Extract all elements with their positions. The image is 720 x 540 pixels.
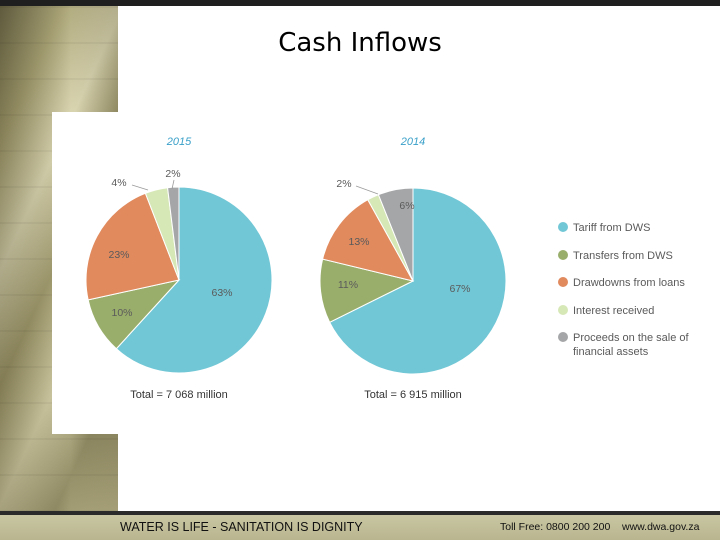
pie-slice-proceeds: [377, 187, 414, 282]
legend-item-proceeds: Proceeds on the sale of financial assets: [558, 332, 690, 358]
legend-swatch-tariff: [558, 222, 568, 232]
slice-label-interest: 4%: [111, 177, 126, 189]
legend-label: Transfers from DWS: [573, 250, 673, 262]
pie-chart-2015: 2015 63% 10% 23% 4% 2% Total = 7 068 million: [85, 136, 273, 401]
legend-swatch-transfers: [558, 250, 568, 260]
legend-label: financial assets: [573, 346, 649, 358]
slice-label-proceeds: 2%: [165, 168, 180, 180]
pie-year-label: 2015: [166, 136, 192, 148]
chart-legend: Tariff from DWS Transfers from DWS Drawdow…: [558, 222, 690, 358]
slice-label-interest: 2%: [336, 178, 351, 190]
legend-label: Interest received: [573, 305, 654, 317]
legend-swatch-drawdowns: [558, 277, 568, 287]
legend-swatch-proceeds: [558, 332, 568, 342]
slice-label-tariff: 67%: [449, 283, 470, 295]
slide-title: Cash Inflows: [278, 28, 442, 58]
footer-website-link[interactable]: www.dwa.gov.za: [622, 521, 700, 533]
leader-line: [171, 179, 175, 190]
legend-item-interest: Interest received: [558, 305, 654, 317]
top-frame-bar: [0, 0, 720, 6]
legend-swatch-interest: [558, 305, 568, 315]
footer-slogan: WATER IS LIFE - SANITATION IS DIGNITY: [120, 520, 363, 534]
legend-label: Tariff from DWS: [573, 222, 650, 234]
footer-phone: Toll Free: 0800 200 200: [500, 521, 611, 533]
slice-label-transfers: 11%: [338, 279, 358, 291]
slice-label-proceeds: 6%: [399, 200, 414, 212]
pie-slice-tariff: [328, 187, 507, 375]
slice-label-tariff: 63%: [211, 287, 232, 299]
legend-item-drawdowns: Drawdowns from loans: [558, 277, 685, 289]
slice-label-drawdowns: 13%: [348, 236, 369, 248]
legend-item-transfers: Transfers from DWS: [558, 250, 673, 262]
pie-slice-tariff: [115, 186, 273, 374]
legend-label: Proceeds on the sale of: [573, 332, 690, 344]
pie-slice-drawdowns: [322, 199, 414, 282]
leader-line: [355, 185, 379, 195]
pie-slice-drawdowns: [85, 192, 180, 301]
leader-line: [131, 184, 149, 191]
pie-slice-proceeds: [167, 186, 180, 281]
pie-total-label: Total = 6 915 million: [364, 389, 462, 401]
legend-label: Drawdowns from loans: [573, 277, 685, 289]
slice-label-drawdowns: 23%: [108, 249, 129, 261]
legend-item-tariff: Tariff from DWS: [558, 222, 650, 234]
pie-year-label: 2014: [400, 136, 425, 148]
pie-total-label: Total = 7 068 million: [130, 389, 228, 401]
pie-slice-transfers: [319, 258, 415, 323]
footer-bar: [0, 511, 720, 540]
pie-chart-2014: 2014 67% 11% 13% 2% 6% Total = 6 915 million: [319, 136, 507, 401]
slice-label-transfers: 10%: [111, 307, 132, 319]
